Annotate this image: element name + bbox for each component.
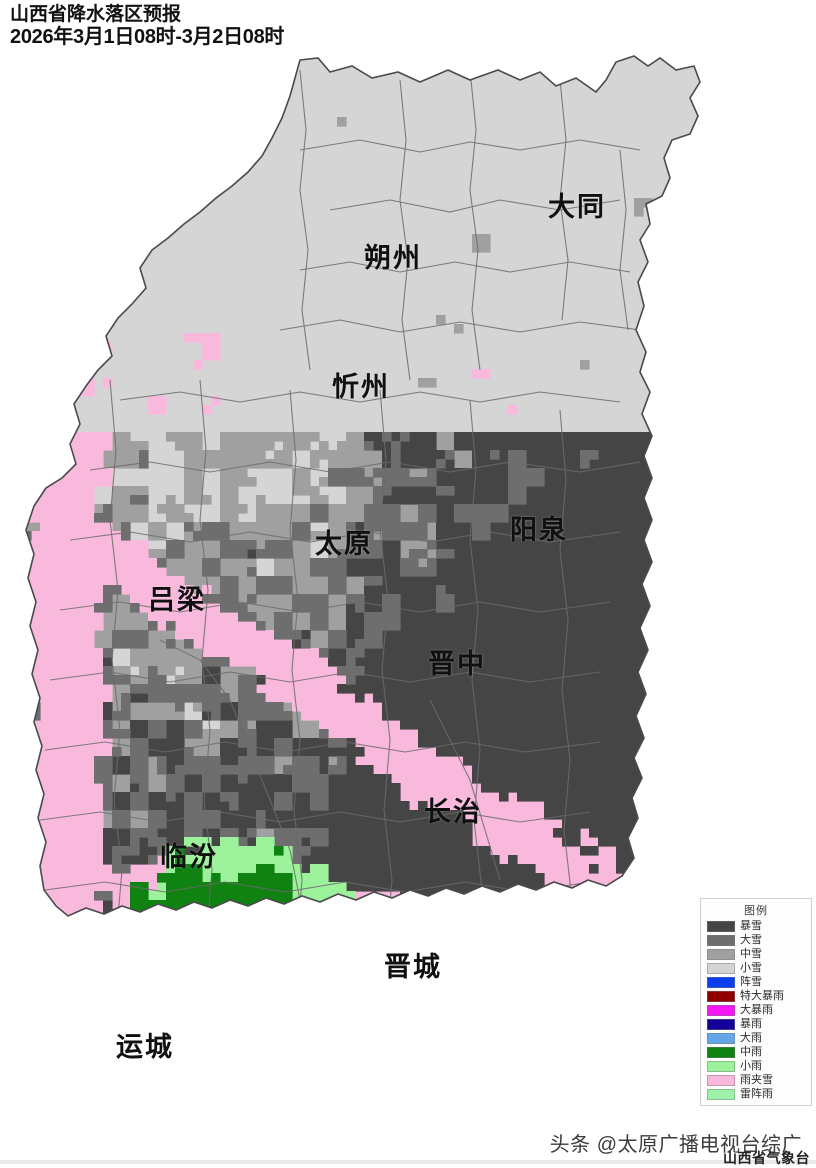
city-label-4: 阳泉 <box>510 515 568 545</box>
city-label-7: 长治 <box>424 797 482 827</box>
legend-item-5: 特大暴雨 <box>705 989 807 1003</box>
city-label-8: 临汾 <box>160 842 218 872</box>
legend-item-11: 雨夹雪 <box>705 1073 807 1087</box>
legend-label-3: 小雪 <box>740 961 762 974</box>
legend-swatch-3 <box>707 962 735 974</box>
city-label-6: 晋中 <box>428 649 486 679</box>
page-title: 山西省降水落区预报 2026年3月1日08时-3月2日08时 <box>10 4 284 50</box>
legend-label-10: 小雨 <box>740 1059 762 1072</box>
legend-label-12: 雷阵雨 <box>740 1087 773 1100</box>
legend-swatch-7 <box>707 1018 735 1030</box>
legend-swatch-6 <box>707 1004 735 1016</box>
legend-label-1: 大雪 <box>740 933 762 946</box>
city-label-5: 吕梁 <box>148 585 206 615</box>
city-label-2: 忻州 <box>332 372 390 402</box>
city-label-0: 大同 <box>548 192 606 222</box>
legend-label-4: 阵雪 <box>740 975 762 988</box>
legend-label-11: 雨夹雪 <box>740 1073 773 1086</box>
legend-item-7: 暴雨 <box>705 1017 807 1031</box>
legend-item-0: 暴雪 <box>705 919 807 933</box>
title-main: 山西省降水落区预报 <box>10 4 182 25</box>
legend-label-7: 暴雨 <box>740 1017 762 1030</box>
legend-panel: 图例 暴雪 大雪 中雪 小雪 阵雪 特大暴雨 大暴雨 暴雨 大雨 中雨 小雨 雨夹雪 雷阵雨 <box>700 898 812 1106</box>
legend-swatch-0 <box>707 920 735 932</box>
province-outline <box>25 55 701 917</box>
legend-item-2: 中雪 <box>705 947 807 961</box>
legend-item-9: 中雨 <box>705 1045 807 1059</box>
legend-swatch-5 <box>707 990 735 1002</box>
title-period: 2026年3月1日08时-3月2日08时 <box>10 26 285 49</box>
legend-rows: 暴雪 大雪 中雪 小雪 阵雪 特大暴雨 大暴雨 暴雨 大雨 中雨 小雨 雨夹雪 雷阵雨 <box>705 919 807 1101</box>
legend-item-12: 雷阵雨 <box>705 1087 807 1101</box>
city-label-9: 晋城 <box>384 952 442 982</box>
legend-label-0: 暴雪 <box>740 919 762 932</box>
legend-swatch-8 <box>707 1032 735 1044</box>
legend-label-9: 中雨 <box>740 1045 762 1058</box>
legend-label-5: 特大暴雨 <box>740 989 784 1002</box>
legend-item-4: 阵雪 <box>705 975 807 989</box>
county-boundaries <box>39 69 641 916</box>
legend-swatch-4 <box>707 976 735 988</box>
watermark-channel: 头条 @太原广播电视台综广 <box>549 1134 802 1156</box>
legend-label-6: 大暴雨 <box>740 1003 773 1016</box>
legend-item-1: 大雪 <box>705 933 807 947</box>
raster-group <box>26 432 599 916</box>
legend-label-2: 中雪 <box>740 947 762 960</box>
legend-item-8: 大雨 <box>705 1031 807 1045</box>
city-label-1: 朔州 <box>364 243 422 273</box>
legend-swatch-1 <box>707 934 735 946</box>
city-label-3: 太原 <box>315 529 373 559</box>
legend-swatch-12 <box>707 1088 735 1100</box>
city-label-10: 运城 <box>116 1032 174 1062</box>
legend-title: 图例 <box>744 905 768 917</box>
legend-label-8: 大雨 <box>740 1031 762 1044</box>
watermark-source: 山西省气象台 <box>723 1150 810 1166</box>
bottom-strip <box>0 1160 816 1164</box>
legend-swatch-11 <box>707 1074 735 1086</box>
legend-item-10: 小雨 <box>705 1059 807 1073</box>
legend-swatch-10 <box>707 1060 735 1072</box>
legend-swatch-2 <box>707 948 735 960</box>
legend-item-6: 大暴雨 <box>705 1003 807 1017</box>
legend-swatch-9 <box>707 1046 735 1058</box>
legend-item-3: 小雪 <box>705 961 807 975</box>
raster-group <box>26 333 700 916</box>
